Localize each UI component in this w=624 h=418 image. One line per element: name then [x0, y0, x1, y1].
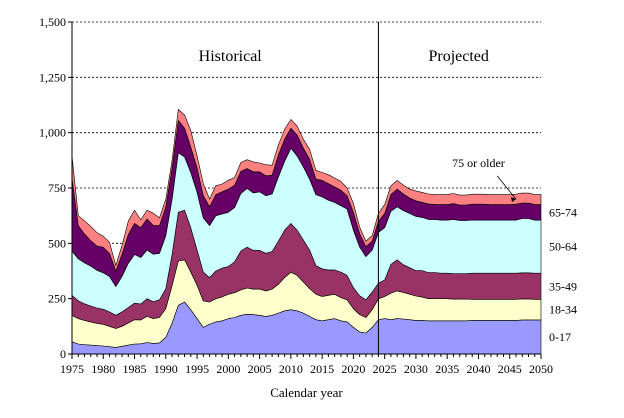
x-tick-label: 2020	[341, 362, 365, 376]
x-tick-label: 2015	[310, 362, 334, 376]
y-tick-label: 1,250	[39, 70, 66, 84]
x-tick-label: 2030	[404, 362, 428, 376]
y-tick-label: 250	[48, 292, 66, 306]
series-labels: 0-17 18-34 35-49 50-64 65-74 75 or older	[452, 156, 577, 344]
series-label: 75 or older	[452, 156, 505, 170]
y-tick-label: 500	[48, 236, 66, 250]
y-tick-label: 1,500	[39, 15, 66, 29]
series-label: 50-64	[549, 240, 577, 254]
x-tick-label: 2040	[466, 362, 490, 376]
series-label: 35-49	[549, 279, 577, 293]
x-tick-label: 2025	[373, 362, 397, 376]
series-label: 65-74	[549, 205, 577, 219]
x-tick-label: 2000	[216, 362, 240, 376]
x-axis-title: Calendar year	[270, 385, 343, 400]
x-tick-label: 1995	[185, 362, 209, 376]
x-tick-label: 1975	[60, 362, 84, 376]
x-tick-label: 1980	[91, 362, 115, 376]
x-tick-label: 2045	[498, 362, 522, 376]
y-tick-label: 750	[48, 181, 66, 195]
series-label: 0-17	[549, 330, 571, 344]
area-75-or-older	[71, 109, 542, 272]
axis-ticks: 0 250 500 750 1,000 1,250 1,500 1975 1980 1985 199…	[39, 15, 553, 376]
y-tick-label: 1,000	[39, 126, 66, 140]
x-tick-label: 1990	[154, 362, 178, 376]
x-tick-label: 2050	[529, 362, 553, 376]
x-tick-label: 2035	[435, 362, 459, 376]
x-tick-label: 2005	[248, 362, 272, 376]
series-label-leader	[496, 175, 517, 200]
y-tick-label: 0	[60, 347, 66, 361]
x-tick-label: 1985	[123, 362, 147, 376]
area-series	[71, 109, 542, 355]
x-tick-label: 2010	[279, 362, 303, 376]
region-label-projected: Projected	[428, 48, 488, 65]
arrowhead-icon	[510, 197, 516, 203]
series-label: 18-34	[549, 303, 577, 317]
region-label-historical: Historical	[199, 48, 263, 65]
